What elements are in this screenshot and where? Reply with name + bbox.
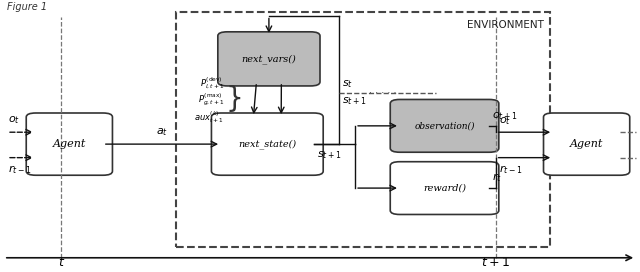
Text: observation(): observation() (414, 121, 475, 130)
FancyBboxPatch shape (390, 100, 499, 152)
Text: $aux_{t+1}^{(k)}$: $aux_{t+1}^{(k)}$ (194, 109, 224, 125)
Text: Agent: Agent (570, 139, 604, 149)
Text: ENVIRONMENT: ENVIRONMENT (467, 20, 543, 30)
Text: }: } (225, 85, 243, 113)
Text: $s_t$: $s_t$ (342, 78, 353, 90)
Text: $P_{g,t+1}^{(\rm max)}$: $P_{g,t+1}^{(\rm max)}$ (198, 91, 224, 107)
Text: $s_{t+1}$: $s_{t+1}$ (342, 95, 367, 107)
FancyBboxPatch shape (26, 113, 113, 175)
Text: $o_t$: $o_t$ (499, 116, 511, 127)
Text: $t$: $t$ (58, 256, 65, 268)
Text: $o_t$: $o_t$ (8, 115, 20, 126)
Text: $a_t$: $a_t$ (156, 126, 168, 138)
FancyBboxPatch shape (390, 162, 499, 215)
Text: $r_t$: $r_t$ (492, 171, 502, 184)
Text: $t+1$: $t+1$ (481, 256, 510, 268)
Text: reward(): reward() (423, 184, 466, 193)
FancyBboxPatch shape (543, 113, 630, 175)
Text: $o_{t+1}$: $o_{t+1}$ (492, 110, 518, 122)
Text: next_state(): next_state() (238, 139, 296, 149)
Text: $r_{t-1}$: $r_{t-1}$ (8, 163, 32, 177)
Text: Agent: Agent (52, 139, 86, 149)
Bar (176, 11, 550, 247)
Text: next_vars(): next_vars() (241, 54, 296, 64)
Text: $r_{t-1}$: $r_{t-1}$ (499, 163, 522, 177)
Text: Figure 1: Figure 1 (7, 2, 47, 12)
FancyBboxPatch shape (218, 32, 320, 86)
Text: · · · · ·: · · · · · (369, 88, 396, 98)
Text: $s_{t+1}$: $s_{t+1}$ (317, 150, 342, 161)
Text: $P_{l,t+1}^{(\rm dev)}$: $P_{l,t+1}^{(\rm dev)}$ (200, 76, 224, 91)
FancyBboxPatch shape (211, 113, 323, 175)
